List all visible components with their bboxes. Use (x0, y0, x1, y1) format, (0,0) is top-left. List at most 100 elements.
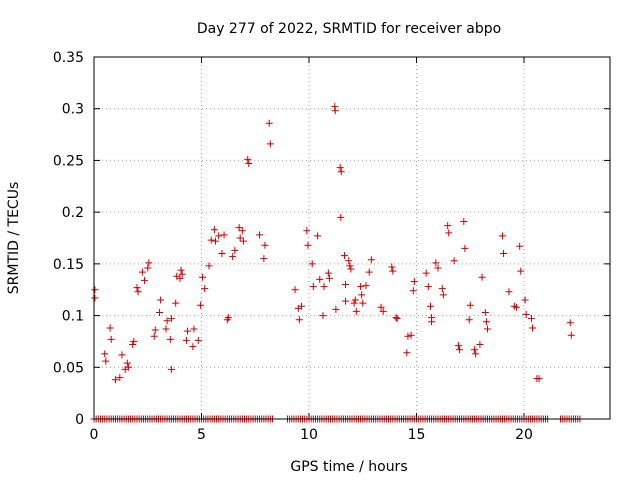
data-point (319, 312, 327, 320)
data-point (297, 302, 305, 310)
data-point (177, 266, 185, 274)
data-point (331, 107, 339, 115)
data-point (141, 276, 149, 284)
data-point (358, 291, 366, 299)
data-point (461, 244, 469, 252)
y-tick-label: 0.2 (62, 205, 84, 221)
data-point (238, 227, 246, 235)
data-point (392, 314, 400, 322)
data-point (377, 303, 385, 311)
data-point (156, 308, 164, 316)
data-point (129, 341, 137, 349)
data-point (444, 222, 452, 230)
plot-frame (93, 56, 611, 420)
data-point (106, 324, 114, 332)
data-point (244, 155, 252, 163)
data-point (388, 263, 396, 271)
x-tick-label: 5 (197, 427, 206, 443)
data-point (409, 287, 417, 295)
data-point (134, 288, 142, 296)
data-point (166, 335, 174, 343)
y-tick-label: 0.1 (62, 309, 84, 325)
data-point (205, 262, 213, 270)
data-point (112, 376, 119, 384)
data-point (291, 286, 299, 294)
data-point (450, 257, 458, 265)
data-point (144, 264, 152, 272)
data-point (124, 363, 132, 371)
data-point (102, 357, 110, 365)
data-point (332, 305, 340, 313)
data-point (478, 273, 486, 281)
data-point (426, 302, 434, 310)
data-point (324, 269, 332, 277)
data-point (472, 350, 480, 358)
data-point (118, 351, 126, 359)
data-point (220, 231, 228, 239)
data-point (194, 336, 202, 344)
data-point (229, 253, 237, 261)
data-point (342, 297, 350, 305)
data-point (500, 250, 508, 258)
data-point (107, 335, 115, 343)
data-point (466, 301, 474, 309)
data-point (207, 236, 215, 244)
data-point (309, 283, 317, 291)
data-point (261, 241, 269, 249)
data-point (336, 164, 344, 172)
data-point (404, 332, 412, 340)
data-point (476, 341, 484, 349)
data-point (215, 232, 223, 240)
data-point (403, 349, 411, 357)
x-axis-label: GPS time / hours (290, 459, 407, 475)
data-point (123, 359, 131, 367)
data-point (320, 283, 328, 291)
data-point (535, 375, 543, 383)
data-point (231, 246, 239, 254)
data-point (428, 318, 436, 326)
data-point (190, 325, 198, 333)
data-point (422, 269, 430, 277)
data-point (410, 277, 418, 285)
data-point (245, 160, 253, 168)
grid-lines (94, 57, 610, 419)
data-point (481, 308, 489, 316)
data-point (211, 237, 219, 245)
data-point (101, 350, 109, 358)
data-point (351, 296, 359, 304)
data-point (359, 299, 367, 307)
data-point (389, 267, 397, 275)
data-point (483, 325, 491, 333)
data-point (337, 168, 345, 176)
data-point (236, 234, 244, 242)
data-point (265, 119, 273, 127)
data-point (471, 346, 479, 354)
data-point (350, 299, 358, 307)
data-point (184, 327, 192, 335)
data-point (432, 259, 440, 267)
data-point (303, 227, 311, 235)
data-point (454, 342, 462, 350)
data-point (445, 229, 453, 237)
data-point (178, 270, 186, 278)
data-point (516, 242, 524, 250)
data-point (210, 226, 218, 234)
data-point (482, 318, 490, 326)
data-point (340, 252, 348, 260)
data-point (91, 294, 99, 302)
data-point (145, 259, 153, 267)
y-tick-label: 0.3 (62, 102, 84, 118)
data-point (512, 303, 520, 311)
data-point (357, 283, 365, 291)
data-point (224, 314, 232, 322)
y-axis-label: SRMTID / TECUs (6, 182, 22, 295)
data-point (407, 331, 415, 339)
data-point (196, 301, 204, 309)
x-tick-label: 20 (515, 427, 533, 443)
data-point (130, 337, 138, 345)
y-tick-label: 0.15 (53, 257, 84, 273)
data-point (365, 268, 373, 276)
data-point (182, 336, 190, 344)
